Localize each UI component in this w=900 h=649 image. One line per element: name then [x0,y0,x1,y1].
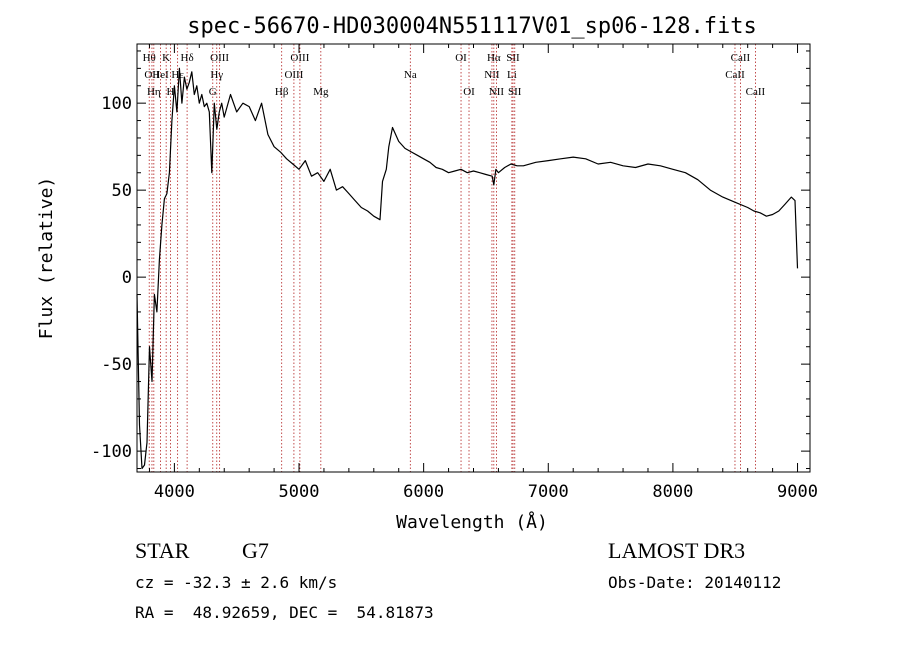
plot-frame [136,43,811,473]
line-marker-label: OI [455,52,467,64]
line-marker-label: Hγ [210,69,223,81]
object-subclass: G7 [242,538,269,563]
line-marker-label: Hε [171,69,184,81]
line-marker-label: H [167,86,175,98]
line-marker-label: Mg [313,86,329,98]
line-marker-label: NII [484,69,500,81]
x-tick-label: 9000 [777,482,818,502]
line-marker-label: SII [508,86,522,98]
line-marker-label: OIII [290,52,309,64]
line-marker-label: Hη [147,86,161,98]
line-marker-label: NII [489,86,505,98]
line-marker-label: Hβ [275,86,289,98]
x-tick-label: 4000 [154,482,195,502]
line-marker-label: Hα [487,52,501,64]
line-marker-label: SII [506,52,520,64]
y-tick-label: 0 [122,268,132,288]
coordinates-text: RA = 48.92659, DEC = 54.81873 [135,603,434,622]
line-marker-label: OII [144,69,160,81]
spectrum-series [136,67,799,470]
y-tick-label: 50 [112,181,132,201]
object-class: STAR [135,538,190,563]
y-tick-label: -100 [91,442,132,462]
line-marker-label: HeI [152,69,169,81]
obs-date-text: Obs-Date: 20140112 [608,573,782,592]
line-marker-label: K [162,52,170,64]
x-tick-label: 6000 [403,482,444,502]
line-marker-label: OIII [210,52,229,64]
spectrum-line [136,67,799,470]
line-marker-label: OI [463,86,475,98]
line-marker-label: Hδ [181,52,194,64]
y-axis: -100 -50 0 50 100 [91,50,810,470]
x-tick-label: 8000 [652,482,693,502]
line-markers: Hθ OII Hη HeI K H Hε Hδ G Hγ OIII Hβ OIII OIII Mg Na OI O… [143,44,766,472]
line-marker-label: CaII [746,86,766,98]
line-marker-label: Hθ [143,52,156,64]
line-marker-label: Li [507,69,517,81]
x-tick-label: 7000 [528,482,569,502]
redshift-text: cz = -32.3 ± 2.6 km/s [135,573,338,592]
chart-title: spec-56670-HD030004N551117V01_sp06-128.f… [187,14,757,39]
line-marker-label: CaII [731,52,751,64]
y-tick-label: 100 [101,94,132,114]
line-marker-label: CaII [725,69,745,81]
x-axis: 4000 5000 6000 7000 8000 9000 [148,44,818,502]
line-marker-label: OIII [284,69,303,81]
line-marker-label: G [209,86,217,98]
x-tick-label: 5000 [279,482,320,502]
y-axis-label: Flux (relative) [36,177,57,340]
x-axis-label: Wavelength (Å) [396,511,548,533]
line-marker-label: Na [404,69,417,81]
survey-name: LAMOST DR3 [608,538,746,563]
y-tick-label: -50 [101,355,132,375]
